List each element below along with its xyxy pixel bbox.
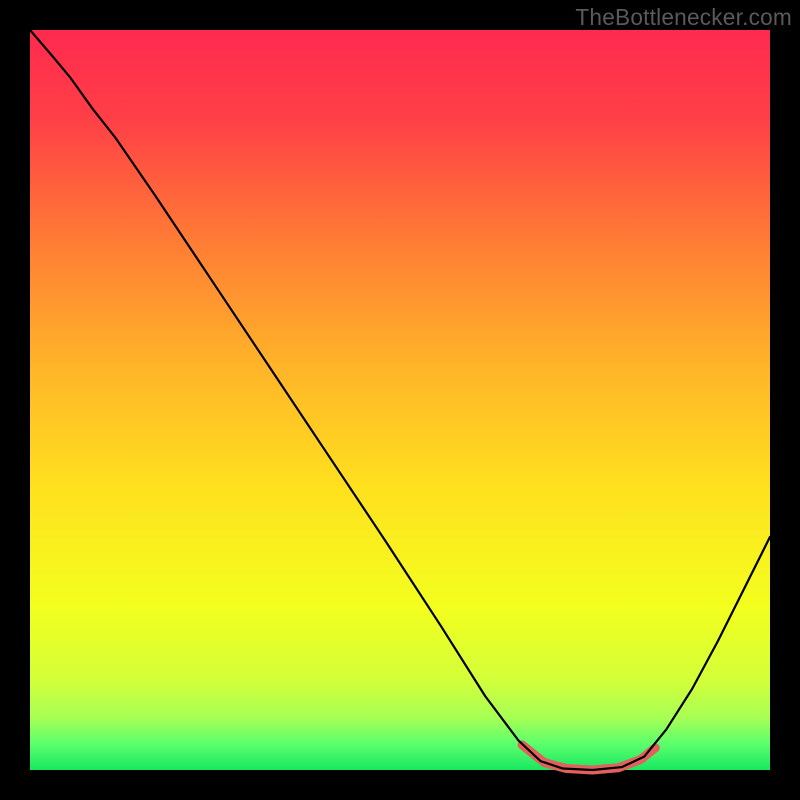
bottleneck-chart	[0, 0, 800, 800]
plot-background	[30, 30, 770, 770]
chart-stage: TheBottlenecker.com	[0, 0, 800, 800]
